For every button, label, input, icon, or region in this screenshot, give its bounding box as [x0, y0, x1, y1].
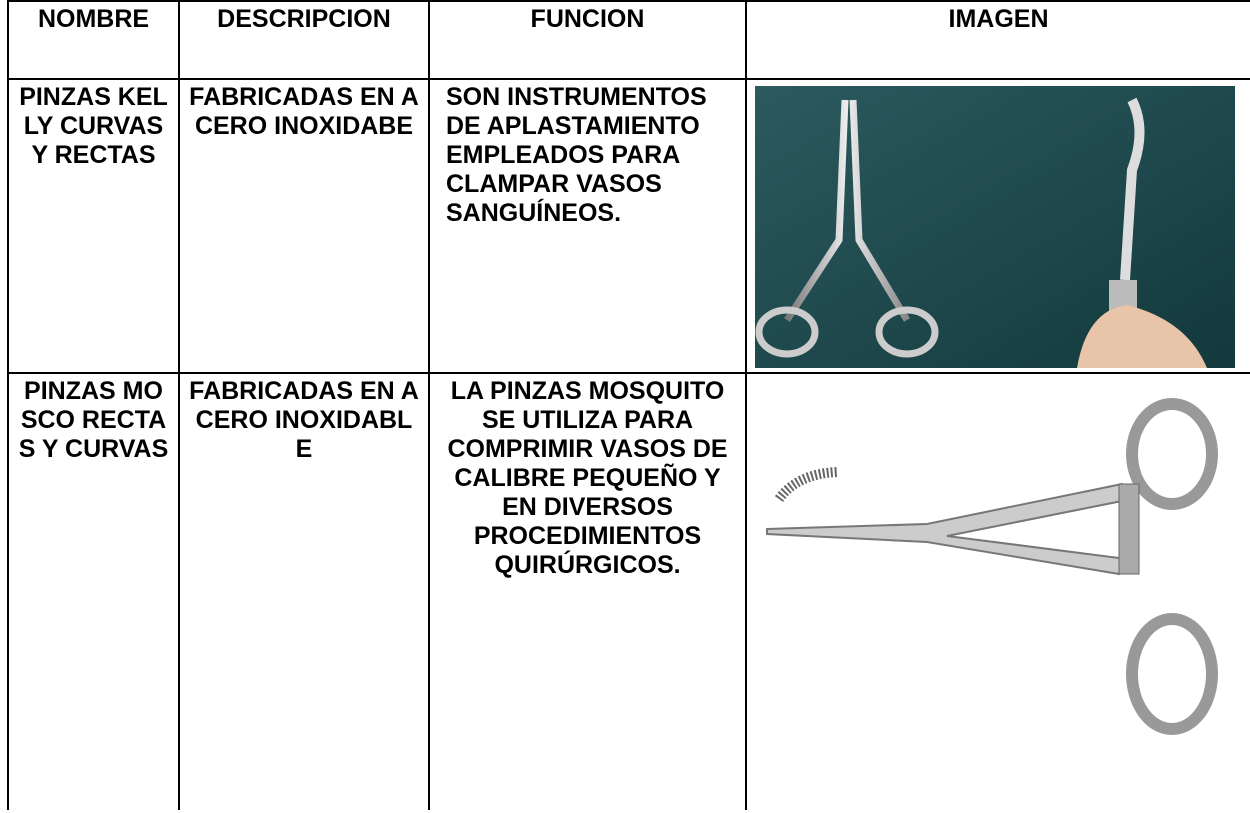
header-cell: NOMBRE [7, 0, 180, 80]
instrument-table: NOMBRE DESCRIPCION FUNCION IMAGEN PINZAS… [7, 0, 1250, 810]
table-row: PINZAS MOSCO RECTAS Y CURVAS FABRICADAS … [7, 372, 1250, 810]
header-cell: FUNCION [428, 0, 747, 80]
description-cell: FABRICADAS EN ACERO INOXIDABLE [178, 372, 430, 810]
mosquito-drawing [766, 398, 1218, 735]
header-cell: IMAGEN [745, 0, 1250, 80]
image-cell [745, 372, 1250, 810]
table-row: PINZAS KELLY CURVAS Y RECTAS FABRICADAS … [7, 78, 1250, 374]
kelly-photo [755, 86, 1235, 368]
name-cell: PINZAS MOSCO RECTAS Y CURVAS [7, 372, 180, 810]
function-cell: LA PINZAS MOSQUITO SE UTILIZA PARA COMPR… [428, 372, 747, 810]
header-cell: DESCRIPCION [178, 0, 430, 80]
description-cell: FABRICADAS EN ACERO INOXIDABE [178, 78, 430, 374]
image-cell [745, 78, 1250, 374]
name-cell: PINZAS KELLY CURVAS Y RECTAS [7, 78, 180, 374]
header-row: NOMBRE DESCRIPCION FUNCION IMAGEN [7, 0, 1250, 80]
function-cell: SON INSTRUMENTOS DE APLASTAMIENTO EMPLEA… [428, 78, 747, 374]
